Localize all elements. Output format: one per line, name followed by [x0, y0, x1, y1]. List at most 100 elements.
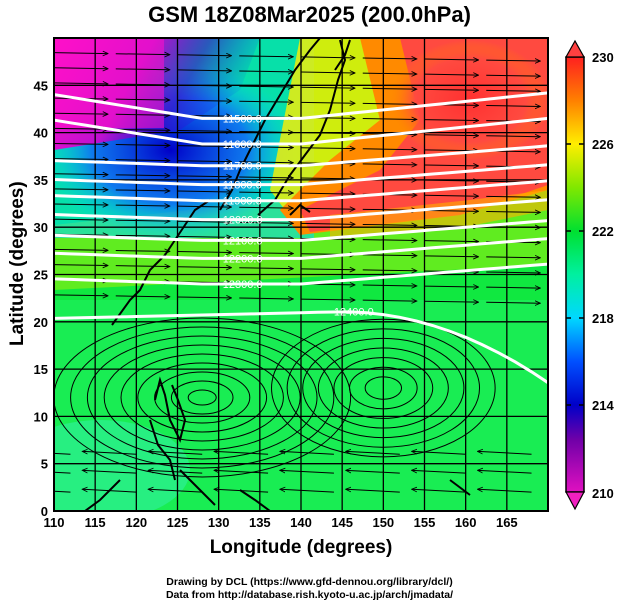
streamline — [486, 272, 540, 273]
contour-line — [54, 144, 548, 168]
streamline — [424, 135, 479, 136]
y-tick-label: 35 — [34, 173, 48, 188]
streamline — [239, 71, 293, 72]
streamline — [424, 120, 479, 121]
streamline — [54, 317, 352, 478]
streamline — [239, 253, 293, 254]
colorbar-tick-label: 222 — [592, 224, 614, 239]
streamline — [362, 119, 417, 120]
streamline — [300, 208, 355, 209]
streamline — [115, 220, 170, 221]
streamline — [83, 470, 137, 474]
streamline — [486, 302, 540, 303]
plot-frame — [53, 37, 549, 512]
streamline — [362, 270, 417, 271]
streamline — [300, 269, 355, 270]
streamline — [362, 58, 417, 59]
grid-lines — [54, 38, 548, 511]
streamline — [177, 252, 232, 253]
streamline — [115, 266, 170, 267]
streamline — [215, 470, 269, 474]
streamline — [239, 177, 293, 178]
contour-labels: 11500.0 11600.0 11700.0 11800.0 11900.0 12000… — [223, 113, 374, 318]
streamline — [115, 129, 170, 130]
streamline — [239, 192, 293, 193]
y-axis-label: Latitude (degrees) — [7, 181, 28, 346]
streamline — [177, 146, 232, 147]
streamline — [54, 189, 108, 190]
colorbar-gradient — [565, 56, 585, 493]
y-tick-label: 5 — [41, 457, 48, 472]
streamline — [239, 56, 293, 57]
contour-line — [54, 262, 548, 286]
streamline — [424, 195, 479, 196]
streamline — [478, 489, 532, 493]
streamline — [280, 489, 334, 493]
streamline — [424, 286, 479, 287]
colorbar-tick-label: 226 — [592, 137, 614, 152]
streamline — [362, 88, 417, 89]
streamline — [486, 136, 540, 137]
credit-data: Data from http://database.rish.kyoto-u.a… — [165, 589, 454, 601]
streamline — [54, 219, 108, 220]
streamline — [346, 470, 400, 474]
streamline — [239, 147, 293, 148]
streamline — [177, 267, 232, 268]
streamline — [424, 165, 479, 166]
streamline — [239, 268, 293, 269]
colorbar: 210 214 218 222 226 230 — [564, 39, 614, 511]
streamline — [149, 489, 203, 493]
streamline — [177, 176, 232, 177]
streamline — [349, 366, 418, 410]
streamline — [412, 489, 466, 493]
y-tick-label: 30 — [34, 220, 48, 235]
streamline — [115, 235, 170, 236]
streamline — [115, 190, 170, 191]
streamline — [86, 335, 318, 460]
colorbar-min-triangle — [565, 491, 585, 511]
contour-label: 11500.0 — [223, 113, 262, 125]
streamline — [286, 328, 481, 448]
streamline — [280, 470, 334, 474]
streamline — [362, 240, 417, 241]
streamline — [54, 295, 108, 296]
x-tick-label: 115 — [85, 515, 106, 530]
streamline — [300, 87, 355, 88]
streamline — [115, 205, 170, 206]
streamline — [54, 68, 108, 69]
streamline — [239, 132, 293, 133]
y-tick-label: 0 — [41, 504, 48, 519]
y-tick-label: 40 — [34, 126, 48, 141]
x-tick-label: 140 — [290, 515, 312, 530]
x-tick-label: 130 — [208, 515, 230, 530]
streamline — [486, 196, 540, 197]
streamline — [300, 178, 355, 179]
streamline — [300, 133, 355, 134]
contour-label: 12200.0 — [223, 253, 263, 265]
streamline — [83, 451, 137, 455]
x-tick-label: 125 — [167, 515, 189, 530]
x-tick-label: 155 — [414, 515, 436, 530]
streamline — [239, 162, 293, 163]
streamline — [177, 100, 232, 101]
contour-line — [54, 219, 548, 242]
streamline — [239, 237, 293, 238]
streamline — [317, 347, 449, 429]
streamline — [120, 353, 284, 442]
x-tick-label: 160 — [455, 515, 477, 530]
coastlines — [84, 38, 471, 511]
x-tick-label: 120 — [125, 515, 147, 530]
colorbar-tick-label: 214 — [592, 398, 614, 413]
contour-line — [54, 198, 548, 222]
streamline — [362, 103, 417, 104]
streamline — [300, 57, 355, 58]
streamline — [149, 470, 203, 474]
colorbar-tick-label: 218 — [592, 311, 614, 326]
streamline — [215, 451, 269, 455]
streamline — [424, 180, 479, 181]
axis-ticks: 110 115 120 125 130 135 140 145 150 155 160 165 0 5 10… — [34, 78, 518, 530]
streamline — [54, 159, 108, 160]
streamline — [115, 145, 170, 146]
x-tick-label: 145 — [331, 515, 353, 530]
